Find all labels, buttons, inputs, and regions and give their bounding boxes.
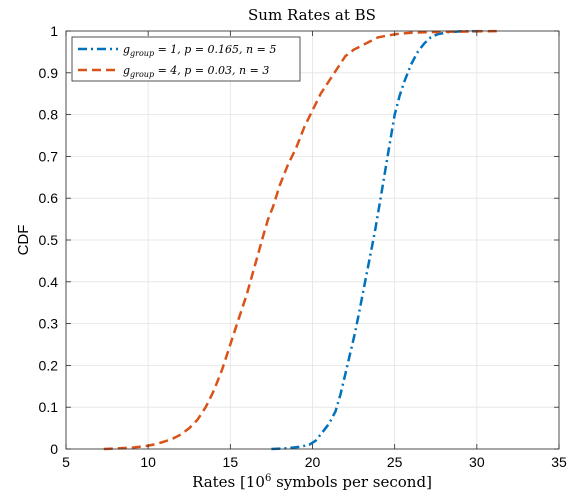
y-tick-label: 0.8: [39, 107, 59, 123]
y-tick-label: 0: [50, 441, 58, 457]
series-layer: [103, 29, 502, 451]
x-axis-label-sup: 6: [265, 473, 271, 484]
x-tick-label: 35: [551, 454, 567, 470]
tick-layer: 5 10 15 20 25 30 35 0 0.1 0.2 0.3 0.4 0.5 0.6 0.7 0.8 0.…: [39, 23, 567, 470]
x-tick-label: 30: [469, 454, 485, 470]
x-tick-label: 20: [305, 454, 321, 470]
legend: ggroup = 1, p = 0.165, n = 5 ggroup = 4,…: [71, 36, 301, 82]
y-axis-label: CDF: [15, 225, 32, 256]
y-tick-label: 0.2: [39, 357, 59, 373]
x-tick-label: 15: [223, 454, 239, 470]
y-tick-label: 0.3: [39, 316, 59, 332]
series-line-1: [271, 29, 486, 451]
y-tick-label: 0.6: [39, 190, 59, 206]
y-tick-label: 0.1: [39, 399, 59, 415]
legend-label-series-2: ggroup = 4, p = 0.03, n = 3: [123, 64, 269, 79]
x-tick-label: 10: [140, 454, 156, 470]
x-tick-label: 5: [62, 454, 70, 470]
y-tick-label: 0.5: [39, 232, 59, 248]
series-line-2: [103, 29, 502, 451]
legend-box: [71, 36, 301, 82]
y-tick-label: 0.4: [39, 274, 59, 290]
y-tick-label: 0.7: [39, 148, 59, 164]
y-tick-label: 1: [50, 23, 58, 39]
x-tick-label: 25: [387, 454, 403, 470]
legend-label-series-1: ggroup = 1, p = 0.165, n = 5: [123, 43, 276, 58]
x-axis-label: Rates [106 symbols per second]: [192, 473, 432, 491]
chart-title: Sum Rates at BS: [248, 6, 376, 24]
x-axis-label-suffix: symbols per second]: [271, 473, 432, 491]
y-tick-label: 0.9: [39, 65, 59, 81]
x-axis-label-prefix: Rates [10: [192, 473, 265, 491]
